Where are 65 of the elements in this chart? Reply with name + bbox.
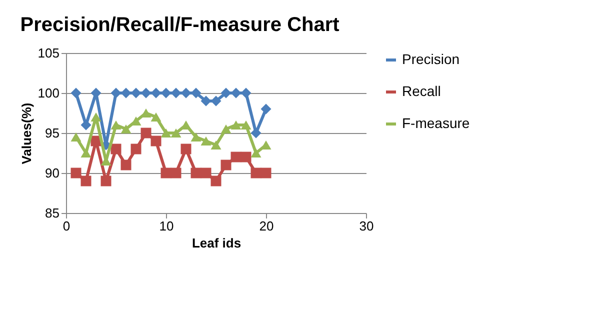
point [240,88,252,98]
point [130,88,142,98]
point [120,88,132,98]
point [150,88,162,98]
legend-label: Recall [402,83,441,99]
point [190,88,202,98]
point [180,144,192,154]
point [230,88,242,98]
point [80,176,92,186]
point [80,148,92,158]
point [260,104,272,114]
x-tick-label: 0 [62,218,70,234]
point [200,168,212,178]
point [140,128,152,138]
legend-label: Precision [402,51,460,67]
point [240,152,252,162]
point [170,128,182,138]
point [250,168,262,178]
chart-title: Precision/Recall/F-measure Chart [20,14,340,36]
x-tick-label: 30 [359,218,374,234]
y-tick-label: 105 [38,46,60,60]
point [90,112,102,122]
point [250,148,262,158]
point [120,124,132,134]
point [140,88,152,98]
point [180,88,192,98]
point [190,168,202,178]
point [210,140,222,150]
point [230,152,242,162]
point [220,124,232,134]
y-axis-title: Values(%) [18,102,34,164]
point [170,168,182,178]
point [200,96,212,106]
x-tick-label: 20 [259,218,274,234]
point [110,120,122,130]
point [130,144,142,154]
point [110,88,122,98]
y-tick-label: 90 [45,166,60,180]
point [190,132,202,142]
point [70,88,82,98]
point [150,112,162,122]
point [220,88,232,98]
point [210,96,222,106]
x-tick-label: 10 [159,218,174,234]
point [250,128,262,138]
point [160,128,172,138]
y-tick-label: 100 [38,86,60,100]
point [160,168,172,178]
y-tick-label: 85 [45,206,60,220]
point [120,160,132,170]
point [70,168,82,178]
point [170,88,182,98]
point [160,88,172,98]
point [70,132,82,142]
point [260,168,272,178]
point [240,120,252,130]
point [150,136,162,146]
point [100,176,112,186]
x-axis-title: Leaf ids [192,236,242,250]
point [230,120,242,130]
legend-label: F-measure [402,115,470,131]
y-tick-label: 95 [45,126,60,140]
point [220,160,232,170]
point [210,176,222,186]
point [200,136,212,146]
